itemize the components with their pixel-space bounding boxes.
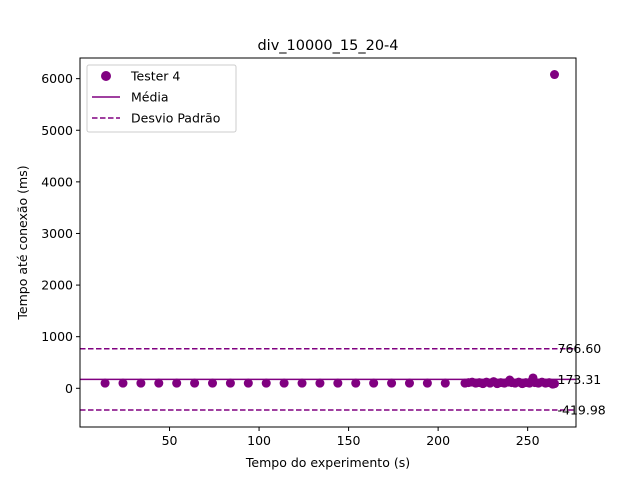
data-point-0-17 [404, 378, 414, 388]
x-axis: 50 100 150 200 250 [162, 427, 540, 448]
x-tick-label-200: 200 [426, 433, 450, 448]
legend-label-tester: Tester 4 [130, 69, 180, 84]
y-axis-label: Tempo até conexão (ms) [15, 165, 30, 320]
x-axis-label: Tempo do experimento (s) [245, 455, 410, 470]
axes-frame [79, 57, 577, 428]
data-point-0-0 [100, 378, 110, 388]
data-point-0-11 [297, 378, 307, 388]
y-tick-label-4000: 4000 [41, 174, 73, 189]
legend-label-media: Média [131, 90, 169, 105]
data-point-0-12 [315, 378, 325, 388]
data-point-0-49 [550, 70, 560, 80]
legend-marker-tester [101, 71, 111, 81]
reference-line-label-0: 173.31 [558, 372, 602, 387]
data-point-0-8 [243, 378, 253, 388]
data-point-0-19 [440, 378, 450, 388]
plot-area: 173.31 766.60 -419.98 [80, 70, 606, 417]
reference-line-label-1: 766.60 [558, 341, 602, 356]
data-point-0-10 [279, 378, 289, 388]
legend: Tester 4 Média Desvio Padrão [86, 64, 237, 133]
legend-box [86, 64, 237, 133]
y-tick-label-5000: 5000 [41, 123, 73, 138]
y-axis: 0 1000 2000 3000 4000 5000 6000 [41, 71, 80, 396]
y-tick-label-1000: 1000 [41, 329, 73, 344]
data-point-0-6 [208, 378, 218, 388]
y-tick-label-3000: 3000 [41, 226, 73, 241]
data-point-0-2 [136, 378, 146, 388]
data-point-0-13 [333, 378, 343, 388]
data-point-0-14 [351, 378, 361, 388]
data-point-0-4 [172, 378, 182, 388]
data-point-0-5 [190, 378, 200, 388]
data-point-0-16 [387, 378, 397, 388]
data-point-0-18 [422, 378, 432, 388]
data-point-0-48 [550, 379, 560, 389]
y-tick-label-6000: 6000 [41, 71, 73, 86]
data-point-0-7 [225, 378, 235, 388]
data-point-0-1 [118, 378, 128, 388]
x-tick-label-100: 100 [247, 433, 271, 448]
y-tick-label-2000: 2000 [41, 278, 73, 293]
x-tick-label-250: 250 [516, 433, 540, 448]
data-point-0-15 [369, 378, 379, 388]
data-point-0-3 [154, 378, 164, 388]
data-point-0-9 [261, 378, 271, 388]
reference-line-label-2: -419.98 [558, 402, 606, 417]
legend-label-desvio: Desvio Padrão [131, 111, 220, 126]
y-tick-label-0: 0 [65, 381, 73, 396]
x-tick-label-150: 150 [337, 433, 361, 448]
chart-title: div_10000_15_20-4 [257, 38, 398, 54]
x-tick-label-50: 50 [162, 433, 178, 448]
